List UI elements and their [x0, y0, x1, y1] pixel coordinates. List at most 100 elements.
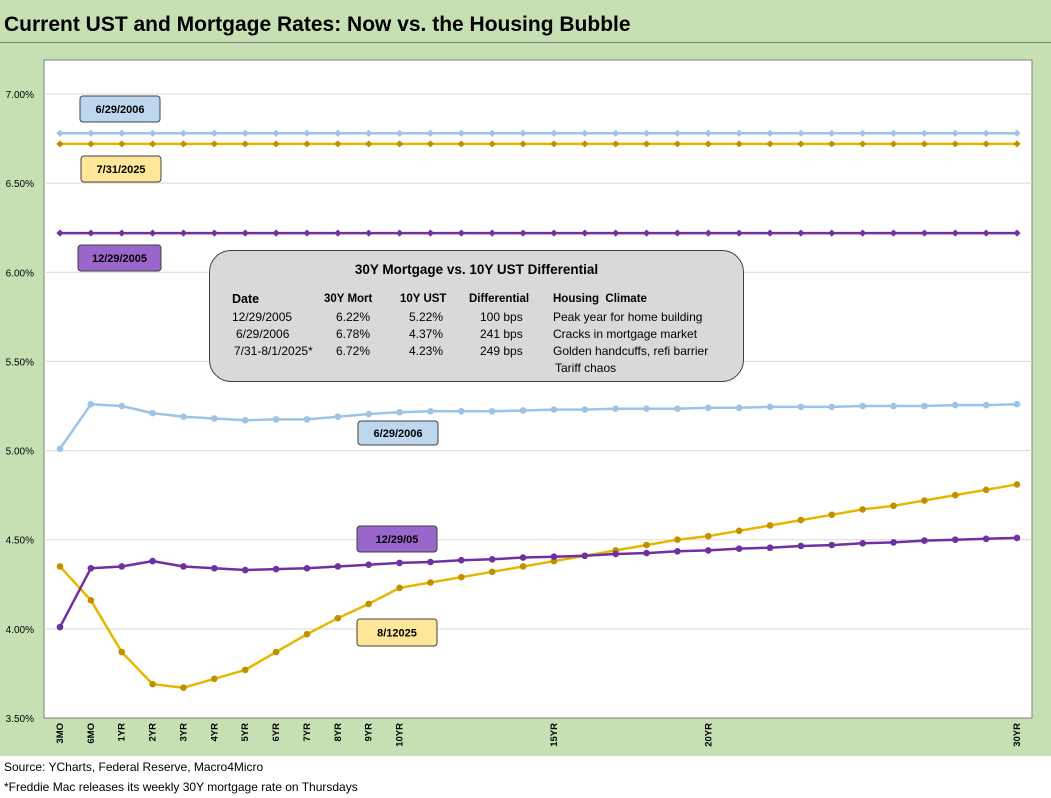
data-point [458, 556, 465, 564]
data-point [488, 229, 496, 237]
data-point [395, 229, 404, 237]
data-point [766, 403, 774, 411]
data-point [828, 511, 836, 519]
data-point [56, 563, 64, 570]
x-tick-label: 2YR [148, 723, 159, 742]
data-point [519, 129, 527, 137]
data-point [334, 140, 342, 148]
data-point [550, 129, 558, 137]
data-point [581, 406, 589, 413]
x-tick-label: 7YR [302, 723, 313, 742]
data-point [766, 229, 774, 237]
data-point [303, 140, 311, 148]
data-point [612, 229, 620, 237]
data-point [179, 229, 188, 237]
data-point [1013, 400, 1021, 408]
data-point [365, 600, 373, 608]
x-tick-label: 30YR [1012, 723, 1023, 747]
chart-title: Current UST and Mortgage Rates: Now vs. … [4, 13, 631, 36]
table-cell-climate: Golden handcuffs, refi barrier [553, 344, 709, 358]
data-point [735, 545, 743, 552]
data-point [519, 407, 527, 414]
data-point [426, 140, 435, 148]
data-point [797, 140, 805, 148]
data-point [272, 229, 280, 237]
data-point [735, 140, 743, 148]
data-point [982, 535, 990, 543]
table-cell-date: 12/29/2005 [232, 310, 293, 324]
x-tick-label: 6YR [271, 723, 282, 742]
footnote: *Freddie Mac releases its weekly 30Y mor… [4, 780, 358, 794]
data-point [797, 516, 805, 524]
series-2025-ust [56, 481, 1021, 691]
data-point [889, 229, 898, 237]
label-text: 6/29/2006 [374, 428, 423, 440]
table-cell-ust: 4.37% [409, 327, 444, 341]
data-point [828, 229, 836, 237]
data-point [982, 140, 990, 148]
table-cell-diff: 100 bps [480, 310, 523, 324]
data-point [118, 229, 126, 237]
table-cell-mort: 6.78% [336, 327, 371, 341]
data-point [642, 129, 651, 137]
data-point [180, 413, 187, 420]
data-point [704, 532, 712, 540]
x-tick-label: 9YR [364, 723, 375, 742]
x-tick-label: 6MO [86, 723, 97, 744]
data-point [1013, 229, 1021, 237]
data-point [982, 229, 990, 237]
label-text: 6/29/2006 [96, 104, 145, 116]
data-point [550, 406, 558, 413]
data-point [982, 486, 990, 494]
x-tick-label: 15YR [549, 723, 560, 747]
data-point [704, 404, 712, 412]
data-point [550, 553, 558, 560]
data-point [859, 402, 866, 410]
data-point [643, 405, 650, 412]
data-point [87, 597, 95, 604]
y-tick-label: 4.50% [6, 536, 34, 547]
label-6-29-2006-top: 6/29/2006 [79, 95, 161, 123]
series-2006-ust [56, 400, 1021, 453]
data-point [982, 401, 990, 409]
data-point [951, 401, 959, 409]
label-box [80, 155, 162, 183]
data-point [797, 542, 805, 550]
label-7-31-2025: 7/31/2025 [80, 155, 162, 183]
data-point [828, 129, 836, 137]
data-point [241, 566, 249, 574]
data-point [56, 229, 64, 237]
data-point [488, 140, 496, 148]
label-6-29-2006-ust: 6/29/2006 [357, 420, 439, 446]
data-point [581, 229, 589, 237]
label-text: 7/31/2025 [97, 164, 146, 176]
data-point [149, 409, 156, 417]
data-point [241, 666, 249, 674]
table-cell-ust: 4.23% [409, 344, 444, 358]
data-point [396, 408, 403, 416]
data-point [272, 565, 280, 573]
label-8-12025: 8/12025 [356, 618, 438, 647]
data-point [766, 129, 774, 137]
table-cell-date: 7/31-8/1/2025* [234, 344, 313, 358]
data-point [951, 140, 959, 148]
data-point [1013, 140, 1021, 148]
data-point [334, 229, 342, 237]
y-tick-label: 6.00% [6, 268, 34, 279]
table-header-10y-ust: 10Y UST [400, 293, 447, 305]
data-point [118, 140, 126, 148]
data-point [920, 129, 928, 137]
label-box [79, 95, 161, 123]
table-cell-diff: 249 bps [480, 344, 523, 358]
data-point [673, 129, 682, 137]
data-point [828, 140, 836, 148]
data-point [859, 506, 866, 513]
label-text: 12/29/05 [376, 534, 419, 546]
data-point [581, 129, 589, 137]
series-line [58, 536, 1018, 628]
data-point [859, 229, 867, 237]
data-point [797, 403, 805, 411]
data-point [303, 129, 311, 137]
data-point [612, 140, 620, 148]
plot-area [43, 59, 1033, 719]
